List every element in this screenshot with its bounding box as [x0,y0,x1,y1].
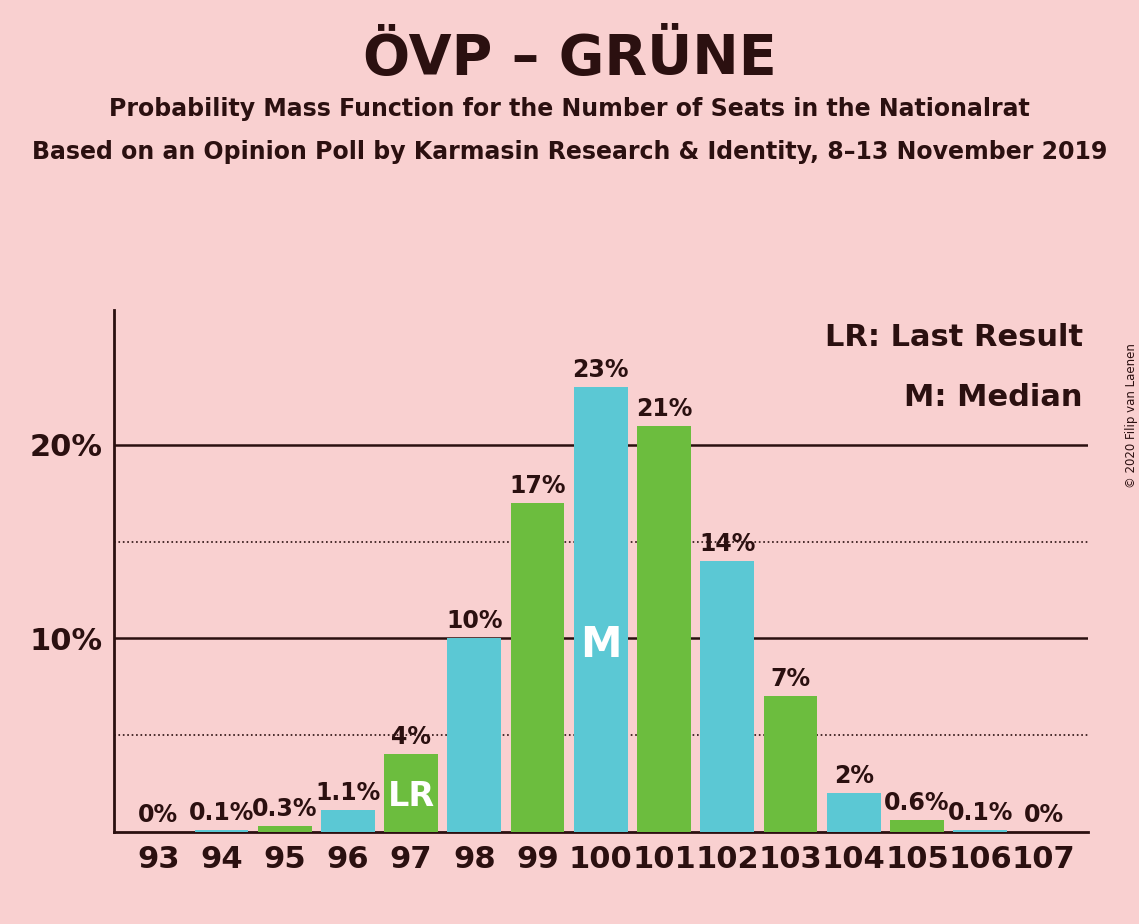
Bar [384,754,439,832]
Text: 14%: 14% [699,532,755,556]
Text: © 2020 Filip van Laenen: © 2020 Filip van Laenen [1124,344,1138,488]
Bar [891,820,944,832]
Text: Probability Mass Function for the Number of Seats in the Nationalrat: Probability Mass Function for the Number… [109,97,1030,121]
Bar [827,793,880,832]
Text: 0%: 0% [138,803,178,827]
Text: 0.1%: 0.1% [189,801,254,825]
Text: 21%: 21% [636,396,693,420]
Bar [574,387,628,832]
Text: M: Median: M: Median [904,383,1083,411]
Text: ÖVP – GRÜNE: ÖVP – GRÜNE [362,32,777,86]
Bar [195,830,248,832]
Text: 10%: 10% [446,610,502,634]
Text: 0%: 0% [1024,803,1064,827]
Bar [448,638,501,832]
Text: 1.1%: 1.1% [316,782,380,806]
Text: 0.3%: 0.3% [252,797,318,821]
Bar [321,810,375,832]
Text: 0.6%: 0.6% [884,791,950,815]
Text: 23%: 23% [573,358,629,382]
Text: 0.1%: 0.1% [948,801,1013,825]
Bar [510,503,565,832]
Bar [763,697,818,832]
Text: LR: Last Result: LR: Last Result [825,322,1083,352]
Bar [257,826,311,832]
Text: 17%: 17% [509,474,566,498]
Text: 2%: 2% [834,764,874,788]
Text: 7%: 7% [770,667,811,691]
Bar [953,830,1007,832]
Bar [700,561,754,832]
Bar [637,426,691,832]
Text: Based on an Opinion Poll by Karmasin Research & Identity, 8–13 November 2019: Based on an Opinion Poll by Karmasin Res… [32,140,1107,164]
Text: 4%: 4% [391,725,432,749]
Text: LR: LR [387,780,435,813]
Text: M: M [580,624,622,666]
